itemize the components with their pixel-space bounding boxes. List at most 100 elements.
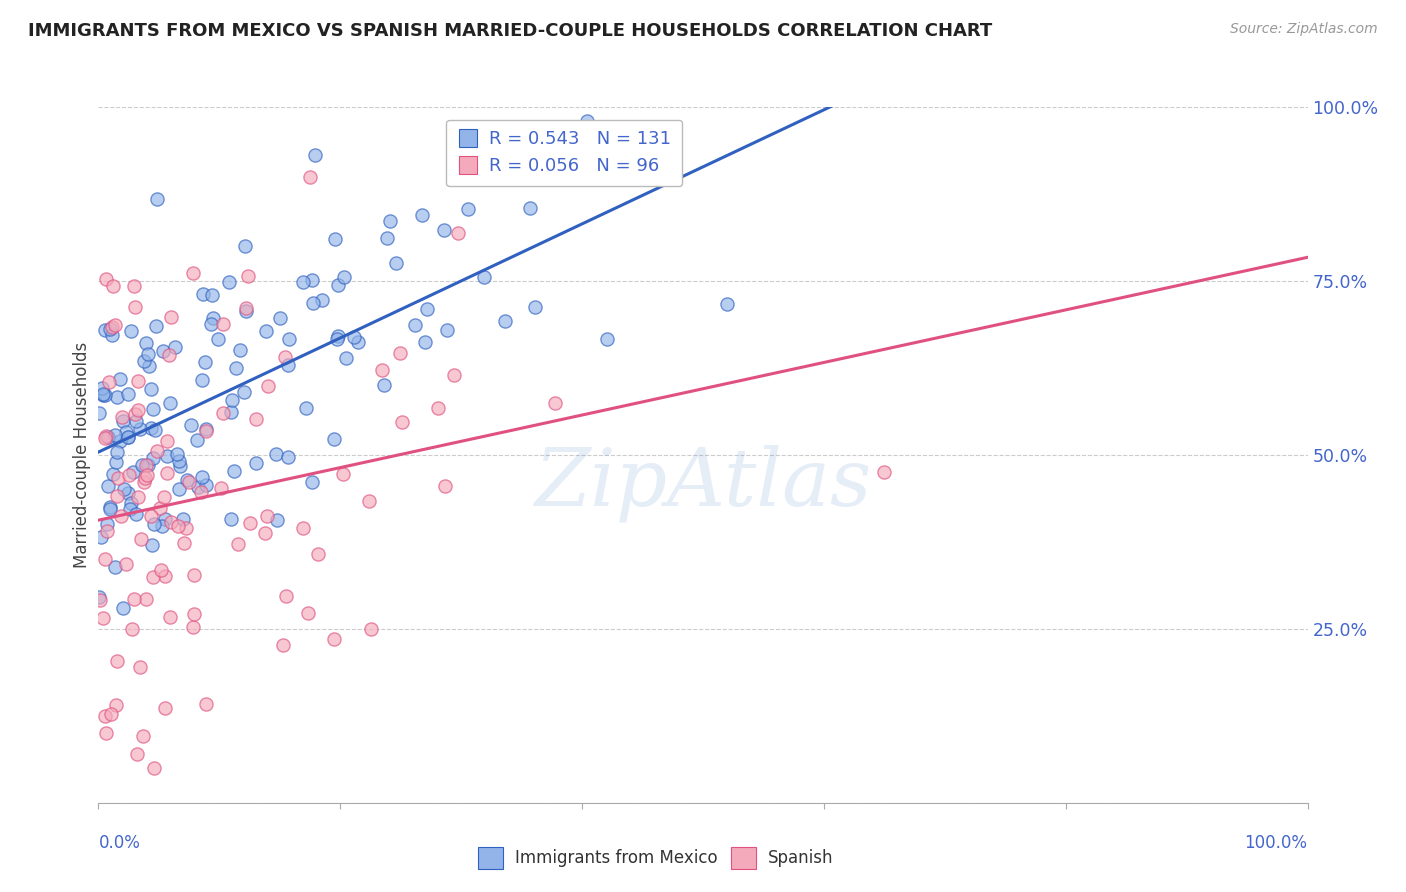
Legend: R = 0.543   N = 131, R = 0.056   N = 96: R = 0.543 N = 131, R = 0.056 N = 96 (446, 120, 682, 186)
Point (273, 639, 295, 653)
Text: Immigrants from Mexico: Immigrants from Mexico (515, 849, 717, 867)
Point (218, 275, 240, 289)
Point (124, 591, 146, 606)
Point (219, 511, 242, 525)
Point (169, 458, 191, 473)
Point (311, 293, 333, 307)
Point (132, 475, 155, 490)
Point (112, 601, 135, 615)
Point (181, 266, 204, 280)
Point (235, 304, 257, 318)
Point (127, 375, 149, 389)
Point (100, 707, 122, 722)
Point (245, 456, 267, 470)
Point (93, 388, 115, 402)
Point (117, 485, 139, 500)
Point (150, 563, 173, 577)
Point (117, 430, 139, 444)
Point (177, 475, 200, 489)
Point (142, 401, 165, 416)
Point (576, 114, 599, 128)
Point (93, 551, 115, 566)
Point (304, 148, 326, 162)
Point (134, 353, 156, 368)
Point (104, 318, 127, 332)
Text: ZipAtlas: ZipAtlas (534, 444, 872, 522)
Point (96, 517, 118, 532)
Point (105, 445, 128, 459)
Point (219, 405, 242, 419)
Point (297, 606, 319, 620)
Point (101, 319, 124, 334)
Point (416, 302, 439, 317)
Point (103, 467, 125, 481)
Point (105, 455, 128, 469)
Point (326, 329, 349, 343)
Point (322, 432, 344, 446)
Point (343, 330, 366, 344)
Point (277, 450, 299, 464)
Point (135, 458, 157, 473)
Point (371, 363, 394, 377)
Point (110, 372, 132, 386)
Point (160, 515, 183, 529)
Point (225, 361, 247, 376)
Point (291, 275, 314, 289)
Point (326, 332, 349, 346)
Point (332, 467, 354, 481)
Point (221, 392, 243, 407)
Point (96, 725, 118, 739)
Point (212, 406, 235, 420)
Point (97, 479, 120, 493)
Point (375, 231, 398, 245)
Point (873, 465, 896, 479)
Point (193, 286, 215, 301)
Point (129, 532, 152, 546)
Point (716, 297, 738, 311)
Point (388, 346, 411, 360)
Point (323, 632, 346, 647)
Point (233, 239, 256, 253)
Point (274, 589, 297, 603)
Point (385, 256, 408, 270)
Point (120, 496, 142, 510)
Point (236, 269, 259, 284)
Point (278, 331, 301, 345)
Point (172, 512, 194, 526)
Point (104, 560, 127, 574)
Point (142, 761, 165, 775)
Point (135, 591, 157, 606)
Point (295, 401, 318, 415)
Point (125, 414, 148, 428)
Point (186, 433, 208, 447)
Point (224, 464, 246, 478)
Point (166, 518, 188, 533)
Point (117, 386, 139, 401)
Point (176, 473, 198, 487)
Point (404, 318, 426, 332)
Point (593, 136, 616, 150)
Point (323, 232, 346, 246)
Point (166, 446, 188, 460)
Point (138, 458, 160, 472)
Text: IMMIGRANTS FROM MEXICO VS SPANISH MARRIED-COUPLE HOUSEHOLDS CORRELATION CHART: IMMIGRANTS FROM MEXICO VS SPANISH MARRIE… (28, 22, 993, 40)
Point (256, 508, 278, 523)
Point (165, 340, 187, 354)
Point (153, 700, 176, 714)
Point (190, 470, 212, 484)
Point (139, 382, 162, 396)
Point (104, 427, 127, 442)
Point (112, 415, 135, 429)
Point (98, 500, 121, 514)
Point (266, 513, 288, 527)
Point (153, 512, 176, 526)
Point (120, 324, 142, 338)
Point (434, 479, 457, 493)
Point (298, 169, 321, 184)
Point (125, 747, 148, 762)
Point (301, 273, 323, 287)
Point (122, 465, 145, 479)
Point (359, 493, 381, 508)
Point (346, 334, 368, 349)
Point (94, 429, 117, 443)
